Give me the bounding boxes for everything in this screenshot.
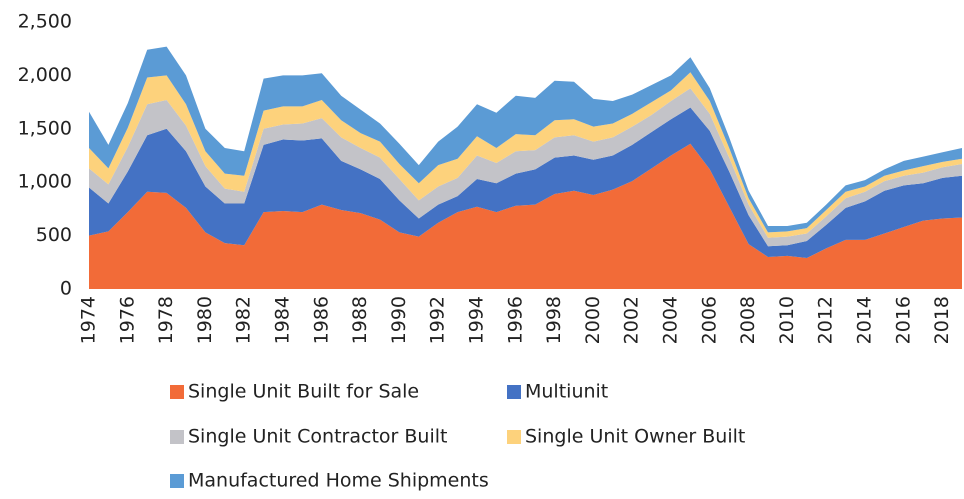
legend-label: Single Unit Contractor Built: [188, 426, 447, 448]
x-tick-label: 1990: [388, 296, 410, 344]
legend-swatch: [170, 474, 184, 488]
x-tick-label: 2018: [931, 296, 953, 344]
legend-swatch: [170, 385, 184, 399]
y-tick-label: 0: [60, 278, 72, 300]
area: [89, 107, 962, 259]
legend-label: Manufactured Home Shipments: [188, 470, 489, 492]
x-tick-label: 2002: [621, 296, 643, 344]
area: [89, 72, 962, 238]
y-tick-label: 1,500: [18, 117, 72, 139]
legend-label: Multiunit: [525, 381, 608, 403]
x-tick-label: 1982: [233, 296, 255, 344]
x-tick-label: 1984: [272, 296, 294, 344]
x-tick-label: 1986: [310, 296, 332, 344]
x-tick-label: 2012: [815, 296, 837, 344]
x-tick-label: 1998: [543, 296, 565, 344]
legend-swatch: [170, 430, 184, 444]
x-tick-label: 2014: [854, 296, 876, 344]
area: [89, 88, 962, 247]
x-tick-label: 1996: [504, 296, 526, 344]
y-tick-label: 2,000: [18, 64, 72, 86]
x-tick-label: 2010: [776, 296, 798, 344]
x-tick-label: 1980: [194, 296, 216, 344]
y-tick-label: 500: [36, 224, 72, 246]
y-tick-label: 2,500: [18, 11, 72, 33]
x-tick-label: 1994: [466, 296, 488, 344]
x-tick-label: 2006: [698, 296, 720, 344]
x-tick-label: 1988: [349, 296, 371, 344]
x-tick-label: 2000: [582, 296, 604, 344]
x-tick-label: 1976: [116, 296, 138, 344]
y-tick-label: 1,000: [18, 171, 72, 193]
legend-label: Single Unit Built for Sale: [188, 381, 419, 403]
x-tick-label: 2016: [892, 296, 914, 344]
x-tick-label: 2004: [660, 296, 682, 344]
area: [89, 143, 962, 289]
area: [89, 46, 962, 233]
x-tick-label: 1974: [78, 296, 100, 344]
legend-swatch: [507, 385, 521, 399]
x-tick-label: 1992: [427, 296, 449, 344]
legend-label: Single Unit Owner Built: [525, 426, 745, 448]
x-tick-label: 1978: [155, 296, 177, 344]
x-tick-label: 2008: [737, 296, 759, 344]
legend-swatch: [507, 430, 521, 444]
